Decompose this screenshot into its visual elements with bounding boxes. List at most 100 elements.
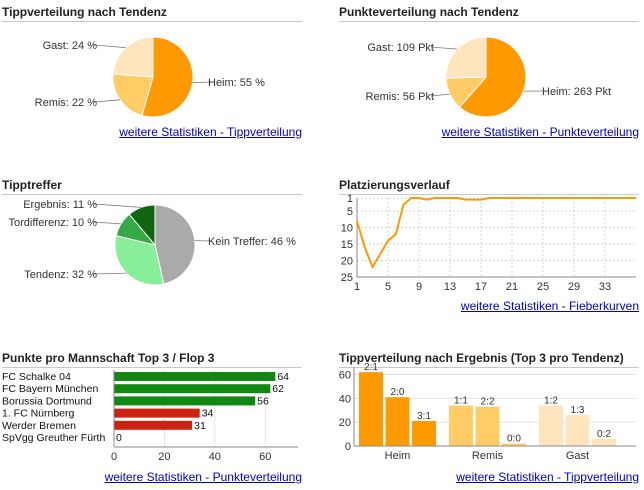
y-tick-label: 10 (341, 223, 353, 235)
panel-title: Tippverteilung nach Ergebnis (Top 3 pro … (339, 351, 624, 365)
pie-label: Kein Treffer: 46 % (208, 236, 296, 248)
x-tick-label: 1 (354, 281, 360, 293)
x-tick-label: 17 (475, 281, 487, 293)
x-tick-label: 21 (506, 281, 518, 293)
pie-slice (112, 73, 154, 117)
link-tippverteilung[interactable]: weitere Statistiken - Tippverteilung (119, 125, 302, 139)
pie-label: Tordifferenz: 10 % (9, 217, 98, 229)
panel-platzierung: Platzierungsverlauf 1 5 10 15 20 25 1 5 9 13 17 21 2… (339, 178, 639, 318)
bar-value-label: 64 (277, 371, 289, 383)
bar-result-label: 3:1 (417, 411, 431, 422)
divider (339, 367, 639, 368)
bar-value-label: 62 (272, 383, 284, 395)
bar-chart-mannschaft: 0 20 40 60 FC Schalke 04 64 FC Bayern München 6… (2, 370, 298, 463)
team-label: FC Schalke 04 (2, 371, 71, 383)
bar-result-label: 1:2 (544, 396, 558, 407)
result-bar (502, 443, 526, 446)
bar-result-label: 2:1 (364, 362, 378, 373)
bar-flop (114, 420, 193, 430)
result-bar (475, 406, 500, 446)
result-bar (592, 438, 616, 446)
y-tick-label: 25 (341, 272, 353, 284)
bar-value-label: 56 (257, 395, 269, 407)
bar-value-label: 31 (194, 420, 206, 432)
bar-top (114, 372, 276, 381)
y-tick-label: 0 (345, 441, 351, 453)
panel-title: Tippverteilung nach Tendenz (2, 5, 167, 19)
link-punkteverteilung[interactable]: weitere Statistiken - Punkteverteilung (441, 125, 639, 139)
divider (2, 194, 302, 195)
pie-chart-punkteverteilung: Heim: 263 Pkt Remis: 56 Pkt Gast: 109 Pkt (366, 36, 611, 118)
result-bar (565, 415, 590, 446)
group-label: Gast (566, 450, 589, 462)
panel-title: Tipptreffer (2, 178, 62, 192)
result-bar (359, 372, 383, 446)
pie-label: Gast: 24 % (43, 40, 98, 52)
panel-punkteverteilung: Punkteverteilung nach Tendenz Heim: 263 … (339, 5, 639, 145)
y-tick-label: 15 (341, 239, 353, 251)
y-tick-label: 20 (339, 417, 351, 429)
y-tick-label: 40 (339, 393, 351, 405)
result-bar (385, 397, 410, 446)
divider (2, 21, 302, 22)
pie-label: Remis: 56 Pkt (366, 91, 434, 103)
pie-chart-tipptreffer: Kein Treffer: 46 % Tendenz: 32 % Tordiffer… (9, 199, 296, 286)
link-ergebnis-tippverteilung[interactable]: weitere Statistiken - Tippverteilung (456, 470, 639, 484)
x-tick-label: 20 (158, 451, 170, 463)
bar-result-label: 1:1 (454, 396, 468, 407)
pie-label: Tendenz: 32 % (24, 269, 97, 281)
divider (339, 21, 639, 22)
team-label: 1. FC Nürnberg (2, 408, 75, 420)
panel-title: Punkteverteilung nach Tendenz (339, 5, 519, 19)
bar-value-label: 34 (202, 408, 214, 420)
pie-slice (154, 204, 196, 285)
x-tick-label: 13 (444, 281, 456, 293)
panel-tipptreffer: Tipptreffer Kein Treffer: 46 % Tendenz: 3… (2, 178, 302, 298)
pie-slice (128, 204, 156, 247)
result-bar (539, 405, 563, 446)
bar-value-label: 0 (116, 432, 122, 444)
team-label: Werder Bremen (2, 420, 76, 432)
pie-leader-line (93, 203, 142, 208)
panel-ergebnis: Tippverteilung nach Ergebnis (Top 3 pro … (339, 351, 639, 486)
pie-label: Heim: 263 Pkt (542, 86, 611, 98)
group-label: Remis (472, 450, 504, 462)
bar-top (114, 396, 256, 406)
pie-label: Heim: 55 % (208, 77, 265, 89)
pie-chart-tippverteilung: Heim: 55 % Remis: 22 % Gast: 24 % (35, 36, 265, 118)
x-tick-label: 5 (385, 281, 391, 293)
x-tick-label: 25 (537, 281, 549, 293)
pie-leader-line (93, 221, 122, 225)
bar-result-label: 1:3 (571, 405, 585, 416)
bar-result-label: 2:0 (391, 387, 405, 398)
team-label: FC Bayern München (2, 383, 98, 395)
y-tick-label: 20 (341, 256, 353, 268)
pie-label: Ergebnis: 11 % (23, 199, 97, 211)
link-mannschaft-punkteverteilung[interactable]: weitere Statistiken - Punkteverteilung (104, 470, 302, 484)
divider (2, 367, 302, 368)
pie-leader-line (430, 46, 458, 50)
panel-title: Punkte pro Mannschaft Top 3 / Flop 3 (2, 351, 215, 365)
x-tick-label: 29 (568, 281, 580, 293)
x-tick-label: 60 (259, 451, 271, 463)
pie-leader-line (192, 81, 212, 83)
group-label: Heim (385, 450, 411, 462)
x-tick-label: 33 (599, 281, 611, 293)
bar-result-label: 0:0 (507, 434, 521, 445)
panel-mannschaft: Punkte pro Mannschaft Top 3 / Flop 3 0 20… (2, 351, 302, 486)
x-tick-label: 0 (111, 451, 117, 463)
bar-top (114, 384, 271, 394)
pie-slice (445, 36, 487, 79)
y-tick-label: 60 (339, 370, 351, 382)
team-label: Borussia Dortmund (2, 395, 92, 407)
link-fieberkurven[interactable]: weitere Statistiken - Fieberkurven (460, 299, 639, 313)
team-label: SpVgg Greuther Fürth (2, 432, 105, 444)
pie-label: Remis: 22 % (35, 97, 98, 109)
result-bar (412, 421, 436, 446)
y-tick-label: 5 (347, 206, 353, 218)
result-bar (449, 405, 473, 446)
pie-slice (112, 36, 154, 78)
x-tick-label: 40 (209, 451, 221, 463)
